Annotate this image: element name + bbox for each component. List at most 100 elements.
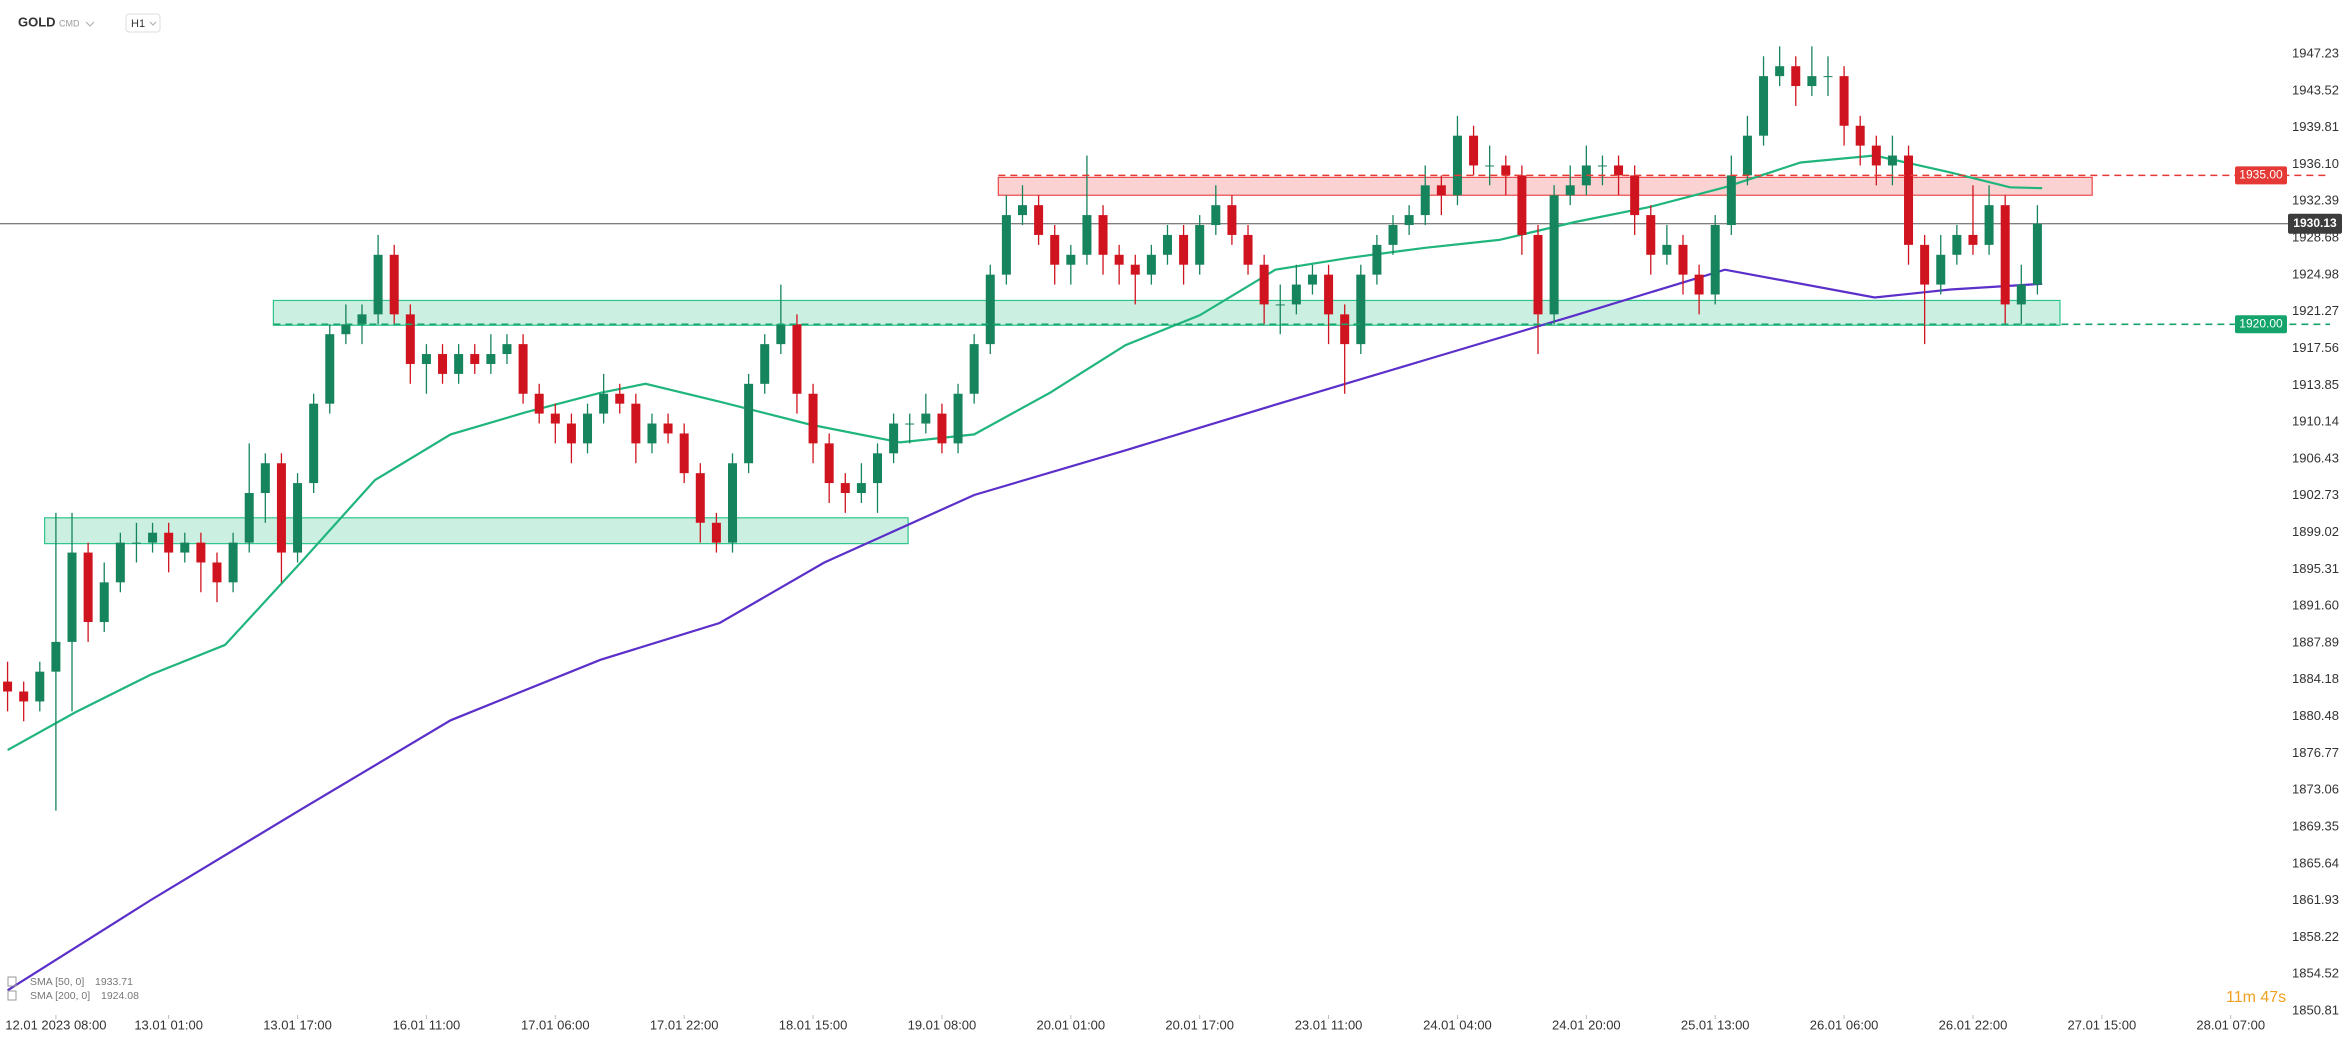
- candle-body: [131, 542, 141, 544]
- candle-body: [1759, 76, 1769, 136]
- candle-body: [421, 354, 431, 364]
- candle-body: [67, 552, 77, 642]
- x-tick-label: 12.01 2023 08:00: [5, 1017, 106, 1032]
- candle-body: [212, 562, 222, 583]
- candle-body: [1082, 215, 1092, 255]
- candle-body: [35, 671, 45, 702]
- candle-body: [99, 582, 109, 623]
- candle-body: [1984, 205, 1994, 245]
- candle-body: [1614, 165, 1624, 176]
- legend-value: 1924.08: [101, 990, 139, 1002]
- candle-body: [1517, 175, 1527, 235]
- candle-body: [1710, 225, 1720, 295]
- candle-body: [1420, 185, 1430, 216]
- candle-body: [937, 413, 947, 444]
- candle-body: [1034, 205, 1044, 235]
- candle-body: [1936, 254, 1946, 285]
- candle-body: [1404, 215, 1414, 226]
- candle-body: [889, 423, 899, 454]
- y-tick-label: 1906.43: [2292, 450, 2339, 465]
- candle-body: [711, 522, 721, 543]
- timeframe[interactable]: H1: [131, 18, 145, 30]
- candle-body: [502, 344, 512, 355]
- candle-body: [1227, 205, 1237, 235]
- candle-body: [1291, 284, 1301, 305]
- x-tick-label: 24.01 20:00: [1552, 1017, 1621, 1032]
- candle-body: [550, 413, 560, 424]
- zone: [44, 517, 909, 545]
- candle-body: [1823, 76, 1833, 78]
- last-price-label: 1930.13: [2293, 216, 2337, 230]
- candle-body: [1920, 244, 1930, 285]
- y-tick-label: 1943.52: [2292, 82, 2339, 97]
- candle-body: [808, 393, 818, 444]
- y-tick-label: 1910.14: [2292, 414, 2339, 429]
- y-tick-label: 1873.06: [2292, 782, 2339, 797]
- candle-body: [1324, 274, 1334, 315]
- legend-name: SMA [50, 0]: [30, 976, 84, 988]
- candle-body: [1726, 175, 1736, 226]
- x-tick-label: 26.01 06:00: [1810, 1017, 1879, 1032]
- x-tick-label: 13.01 17:00: [263, 1017, 332, 1032]
- candle-body: [2016, 284, 2026, 305]
- y-tick-label: 1887.89: [2292, 634, 2339, 649]
- y-tick-label: 1917.56: [2292, 340, 2339, 355]
- y-tick-label: 1884.18: [2292, 671, 2339, 686]
- y-tick-label: 1865.64: [2292, 855, 2339, 870]
- candle-body: [518, 344, 528, 394]
- candle-body: [196, 542, 206, 563]
- candle-body: [1775, 66, 1785, 77]
- candle-body: [534, 393, 544, 414]
- candle-body: [1807, 76, 1817, 87]
- zone: [272, 299, 2061, 326]
- candle-body: [760, 344, 770, 384]
- dropdown-icon: [149, 21, 157, 26]
- candle-body: [1646, 215, 1656, 255]
- x-tick-label: 20.01 01:00: [1036, 1017, 1105, 1032]
- candle-body: [1630, 175, 1640, 216]
- candle-body: [389, 254, 399, 315]
- timeframe-box[interactable]: [125, 13, 161, 33]
- y-tick-label: 1899.02: [2292, 524, 2339, 539]
- x-tick-label: 26.01 22:00: [1939, 1017, 2008, 1032]
- y-tick-label: 1891.60: [2292, 598, 2339, 613]
- y-tick-label: 1880.48: [2292, 708, 2339, 723]
- y-tick-label: 1902.73: [2292, 487, 2339, 502]
- candle-body: [115, 542, 125, 583]
- dropdown-icon[interactable]: [85, 21, 95, 27]
- y-tick-label: 1861.93: [2292, 892, 2339, 907]
- y-tick-label: 1936.10: [2292, 156, 2339, 171]
- candle-body: [1179, 234, 1189, 265]
- candle-body: [1678, 244, 1688, 275]
- candle-body: [663, 423, 673, 434]
- candle-body: [1340, 314, 1350, 345]
- candle-body: [1742, 135, 1752, 176]
- candle-body: [905, 423, 915, 425]
- candle-body: [921, 413, 931, 424]
- candle-body: [2032, 223, 2042, 285]
- candle-body: [83, 552, 93, 623]
- x-tick-label: 18.01 15:00: [779, 1017, 848, 1032]
- candle-body: [566, 423, 576, 444]
- candle-body: [840, 483, 850, 494]
- candle-body: [1565, 185, 1575, 196]
- candle-body: [1533, 234, 1543, 315]
- candle-body: [164, 532, 174, 553]
- candle-body: [309, 403, 319, 484]
- candle-body: [1501, 165, 1511, 176]
- x-tick-label: 27.01 15:00: [2068, 1017, 2137, 1032]
- candle-body: [1855, 125, 1865, 146]
- candle-body: [1243, 234, 1253, 265]
- candle-body: [19, 691, 29, 702]
- candle-body: [293, 483, 303, 553]
- candle-body: [599, 393, 609, 414]
- candle-body: [325, 334, 335, 404]
- legend-value: 1933.71: [95, 976, 133, 988]
- candle-body: [1372, 244, 1382, 275]
- candle-body: [647, 423, 657, 444]
- sma-line: [7, 154, 2043, 752]
- countdown-timer: 11m 47s: [2226, 989, 2286, 1006]
- y-tick-label: 1947.23: [2292, 45, 2339, 60]
- candle-body: [1469, 135, 1479, 166]
